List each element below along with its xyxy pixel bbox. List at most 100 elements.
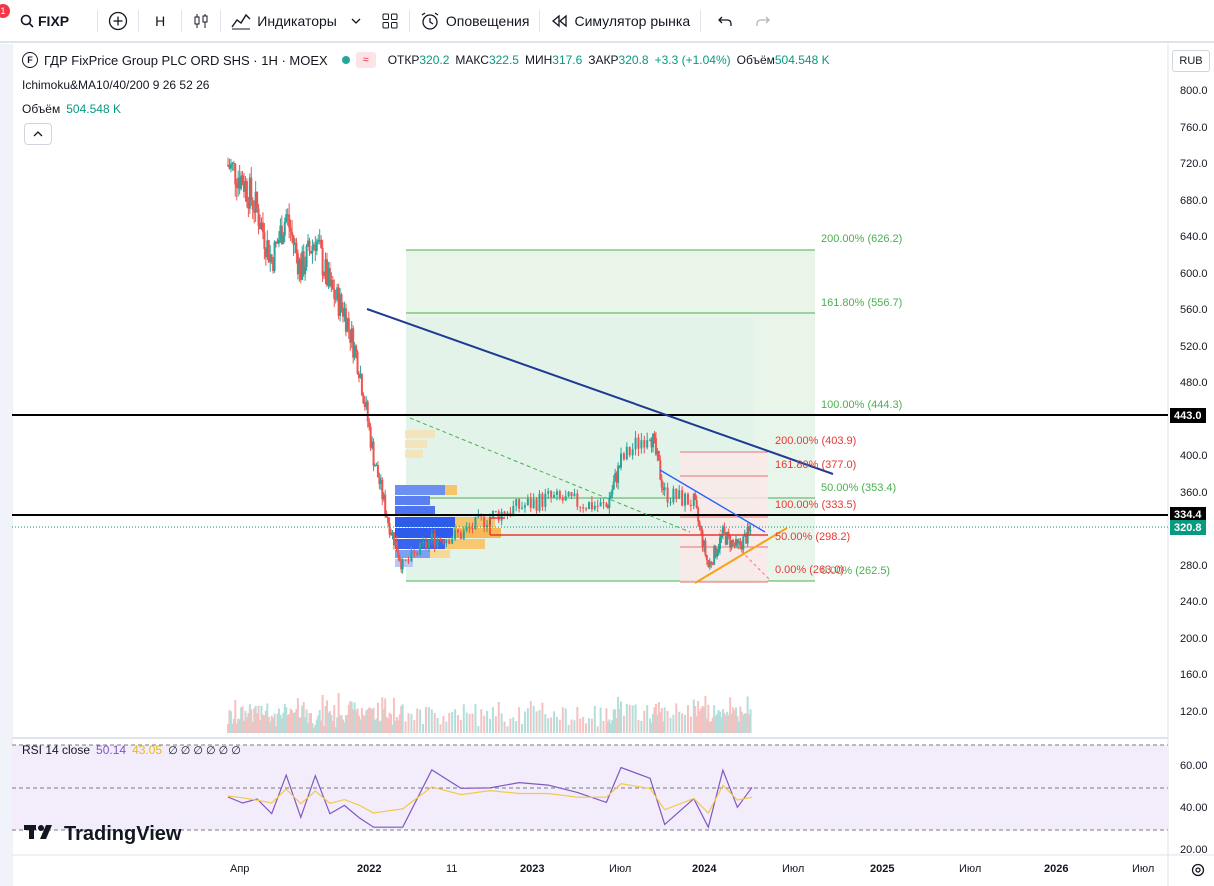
candle-body[interactable] bbox=[640, 440, 643, 449]
candle-body[interactable] bbox=[593, 505, 596, 510]
candle-body[interactable] bbox=[305, 245, 308, 267]
candle-body[interactable] bbox=[353, 345, 356, 358]
candle-body[interactable] bbox=[378, 477, 381, 484]
candle-body[interactable] bbox=[736, 539, 739, 544]
candle-body[interactable] bbox=[608, 497, 611, 508]
candle-body[interactable] bbox=[726, 532, 729, 545]
candle-body[interactable] bbox=[468, 527, 471, 529]
candle-body[interactable] bbox=[327, 268, 330, 286]
candles[interactable] bbox=[227, 157, 752, 574]
candle-body[interactable] bbox=[650, 439, 653, 448]
candle-body[interactable] bbox=[388, 523, 391, 535]
candle-body[interactable] bbox=[283, 221, 286, 236]
candle-body[interactable] bbox=[374, 465, 377, 467]
projection-line[interactable] bbox=[409, 417, 691, 533]
candle-body[interactable] bbox=[365, 401, 368, 407]
candle-body[interactable] bbox=[299, 259, 302, 280]
rsi-legend[interactable]: RSI 14 close 50.14 43.05 ∅ ∅ ∅ ∅ ∅ ∅ bbox=[22, 743, 241, 757]
candle-body[interactable] bbox=[241, 175, 244, 185]
volume-legend[interactable]: Объём 504.548 K bbox=[22, 102, 121, 116]
candle-body[interactable] bbox=[251, 200, 254, 210]
candle-body[interactable] bbox=[276, 242, 279, 244]
candle-body[interactable] bbox=[654, 438, 657, 455]
candle-body[interactable] bbox=[611, 489, 614, 496]
compare-button[interactable] bbox=[98, 0, 138, 41]
candle-body[interactable] bbox=[237, 177, 240, 188]
candle-body[interactable] bbox=[260, 222, 263, 230]
candle-body[interactable] bbox=[720, 535, 723, 538]
candle-body[interactable] bbox=[375, 465, 378, 467]
candle-body[interactable] bbox=[448, 539, 451, 544]
symbol-title[interactable]: ГДР FixPrice Group PLC ORD SHS · 1H · MO… bbox=[44, 52, 328, 68]
candle-body[interactable] bbox=[243, 184, 246, 192]
candle-body[interactable] bbox=[631, 449, 634, 456]
candle-body[interactable] bbox=[579, 506, 582, 508]
candle-body[interactable] bbox=[727, 532, 730, 536]
candle-body[interactable] bbox=[304, 266, 307, 275]
candle-body[interactable] bbox=[500, 511, 503, 521]
candle-body[interactable] bbox=[392, 532, 395, 546]
candle-body[interactable] bbox=[544, 493, 547, 507]
candle-body[interactable] bbox=[521, 507, 524, 509]
candle-body[interactable] bbox=[643, 440, 646, 448]
candle-body[interactable] bbox=[555, 491, 558, 496]
notification-badge[interactable]: 1 bbox=[0, 4, 10, 18]
candle-body[interactable] bbox=[590, 502, 593, 510]
candle-body[interactable] bbox=[270, 254, 273, 262]
candle-body[interactable] bbox=[609, 495, 612, 498]
candle-body[interactable] bbox=[340, 294, 343, 308]
candle-body[interactable] bbox=[541, 493, 544, 507]
tradingview-logo[interactable]: TradingView bbox=[24, 822, 181, 847]
candle-body[interactable] bbox=[436, 538, 439, 547]
candle-body[interactable] bbox=[285, 214, 288, 222]
candle-body[interactable] bbox=[518, 499, 521, 509]
candle-body[interactable] bbox=[275, 241, 278, 243]
candle-body[interactable] bbox=[503, 511, 506, 516]
candle-body[interactable] bbox=[328, 268, 331, 287]
candle-body[interactable] bbox=[669, 502, 672, 504]
candle-body[interactable] bbox=[657, 450, 660, 461]
interval-button[interactable]: H bbox=[139, 0, 181, 41]
candle-body[interactable] bbox=[717, 549, 720, 553]
candle-body[interactable] bbox=[739, 541, 742, 546]
candle-body[interactable] bbox=[713, 546, 716, 565]
candle-body[interactable] bbox=[337, 287, 340, 316]
candle-body[interactable] bbox=[263, 232, 266, 249]
candle-body[interactable] bbox=[311, 245, 314, 254]
candle-body[interactable] bbox=[228, 165, 231, 169]
candle-body[interactable] bbox=[730, 540, 733, 548]
candle-body[interactable] bbox=[656, 450, 659, 455]
candle-body[interactable] bbox=[605, 503, 608, 507]
candle-body[interactable] bbox=[675, 488, 678, 499]
candle-body[interactable] bbox=[445, 539, 448, 544]
candle-body[interactable] bbox=[564, 496, 567, 501]
trend-line-long[interactable] bbox=[366, 308, 834, 475]
candle-body[interactable] bbox=[413, 550, 416, 553]
candle-body[interactable] bbox=[390, 534, 393, 536]
candle-body[interactable] bbox=[401, 559, 404, 570]
candle-body[interactable] bbox=[320, 239, 323, 248]
candle-body[interactable] bbox=[296, 253, 299, 275]
candle-body[interactable] bbox=[321, 247, 324, 276]
candle-body[interactable] bbox=[419, 542, 422, 555]
candle-body[interactable] bbox=[721, 526, 724, 536]
candle-body[interactable] bbox=[286, 214, 289, 216]
candle-body[interactable] bbox=[714, 546, 717, 557]
undo-button[interactable] bbox=[701, 0, 749, 41]
candle-body[interactable] bbox=[710, 561, 713, 564]
candle-body[interactable] bbox=[346, 318, 349, 332]
candle-body[interactable] bbox=[397, 551, 400, 558]
candle-body[interactable] bbox=[307, 240, 310, 246]
candle-body[interactable] bbox=[257, 208, 260, 227]
candle-body[interactable] bbox=[622, 453, 625, 460]
candle-body[interactable] bbox=[394, 541, 397, 546]
candle-body[interactable] bbox=[491, 511, 494, 517]
candle-body[interactable] bbox=[269, 254, 272, 263]
candle-body[interactable] bbox=[599, 502, 602, 507]
candle-body[interactable] bbox=[462, 530, 465, 539]
candle-body[interactable] bbox=[681, 490, 684, 506]
candle-body[interactable] bbox=[358, 373, 360, 378]
candle-body[interactable] bbox=[314, 244, 317, 252]
candle-body[interactable] bbox=[567, 492, 570, 497]
candle-body[interactable] bbox=[344, 308, 347, 332]
